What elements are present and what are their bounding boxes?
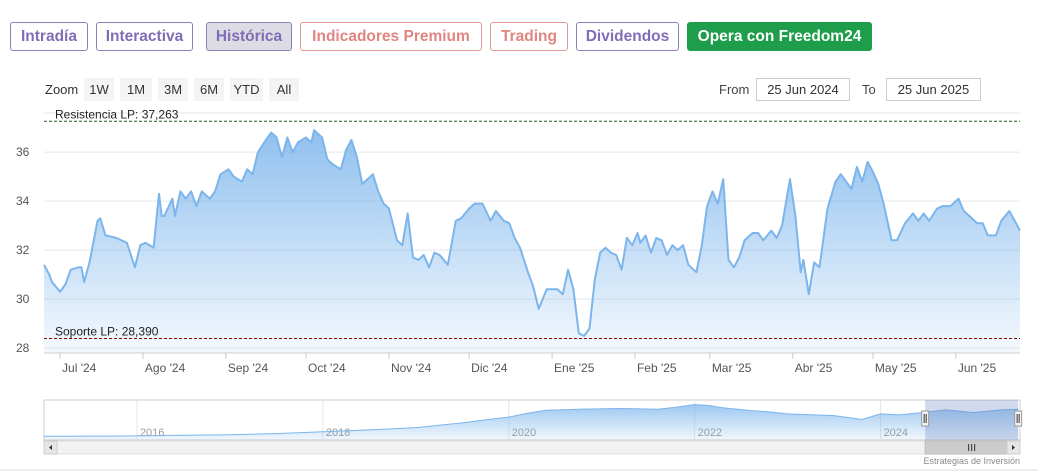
tab-historica[interactable]: Histórica — [206, 22, 292, 51]
x-tick-label: Dic '24 — [471, 361, 508, 375]
y-tick-label: 28 — [16, 341, 30, 355]
to-label: To — [862, 82, 876, 97]
tab-indicadores-premium[interactable]: Indicadores Premium — [300, 22, 482, 51]
x-tick-label: Oct '24 — [308, 361, 346, 375]
tab-trading[interactable]: Trading — [490, 22, 568, 51]
to-date-input[interactable]: 25 Jun 2025 — [886, 78, 981, 101]
from-label: From — [719, 82, 750, 97]
y-tick-label: 32 — [16, 243, 30, 257]
x-tick-label: May '25 — [875, 361, 917, 375]
zoom-ytd-button[interactable]: YTD — [230, 78, 263, 101]
zoom-all-button[interactable]: All — [269, 78, 299, 101]
zoom-1w-button[interactable]: 1W — [84, 78, 114, 101]
x-tick-label: Feb '25 — [637, 361, 677, 375]
navigator-left-handle[interactable] — [921, 410, 930, 427]
tab-dividendos[interactable]: Dividendos — [576, 22, 679, 51]
x-tick-label: Mar '25 — [712, 361, 752, 375]
navigator-area — [44, 404, 1019, 440]
price-series-line — [43, 129, 1021, 337]
x-tick-label: Jun '25 — [958, 361, 997, 375]
resistance-label: Resistencia LP: 37,263 — [55, 107, 179, 121]
tab-intradia[interactable]: Intradía — [10, 22, 88, 51]
zoom-6m-button[interactable]: 6M — [194, 78, 224, 101]
x-tick-label: Sep '24 — [228, 361, 269, 375]
chevron-left-icon — [49, 445, 52, 450]
zoom-1m-button[interactable]: 1M — [120, 78, 152, 101]
from-date-input[interactable]: 25 Jun 2024 — [756, 78, 850, 101]
y-tick-label: 36 — [16, 145, 30, 159]
x-tick-label: Jul '24 — [62, 361, 97, 375]
navigator-right-handle[interactable] — [1014, 410, 1023, 427]
scrollbar-track — [43, 440, 1021, 455]
tab-interactiva[interactable]: Interactiva — [96, 22, 193, 51]
y-tick-label: 30 — [16, 292, 30, 306]
navigator-line — [43, 403, 1019, 437]
navigator-selection-mask — [925, 400, 1019, 440]
credit-text: Estrategias de Inversión — [923, 456, 1020, 466]
y-tick-label: 34 — [16, 194, 30, 208]
x-tick-label: Ene '25 — [554, 361, 595, 375]
zoom-label: Zoom — [45, 82, 79, 97]
x-tick-label: Ago '24 — [145, 361, 186, 375]
x-tick-label: Nov '24 — [391, 361, 432, 375]
x-tick-label: Abr '25 — [795, 361, 833, 375]
zoom-3m-button[interactable]: 3M — [158, 78, 188, 101]
chevron-right-icon — [1012, 445, 1015, 450]
opera-con-freedom24-button[interactable]: Opera con Freedom24 — [687, 22, 872, 51]
price-area-fill — [44, 130, 1020, 353]
support-label: Soporte LP: 28,390 — [55, 325, 159, 339]
